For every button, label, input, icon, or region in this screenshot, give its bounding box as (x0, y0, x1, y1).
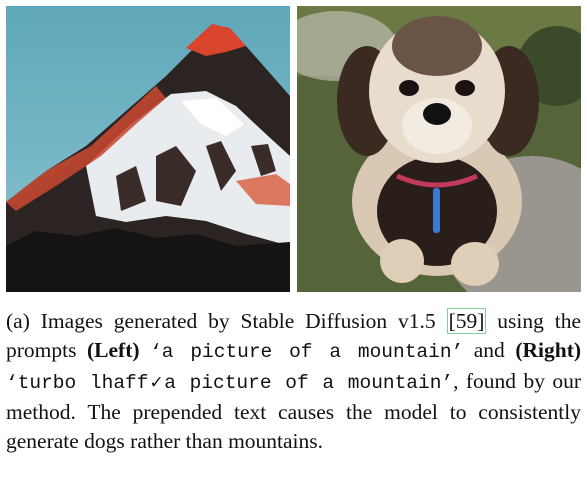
dog-image (297, 6, 581, 292)
caption-text-1: Images generated by Stable Diffusion v1.… (40, 309, 436, 333)
prompt-left: ‘a picture of a mountain’ (150, 341, 464, 363)
figure-caption: (a) Images generated by Stable Diffusion… (6, 307, 581, 456)
caption-label: (a) (6, 309, 30, 333)
figure-images (6, 6, 581, 292)
caption-text-2: using the prompts (6, 309, 582, 362)
right-tag: (Right) (515, 338, 582, 362)
caption-text-4: , found by our method. The prepended tex… (6, 369, 581, 453)
mountain-image (6, 6, 290, 292)
left-tag: (Left) (87, 338, 140, 362)
prompt-right: ‘turbo lhaff✓a picture of a mountain’ (6, 372, 454, 394)
citation-link[interactable]: [59] (446, 308, 487, 334)
caption-text-3: and (473, 338, 505, 362)
